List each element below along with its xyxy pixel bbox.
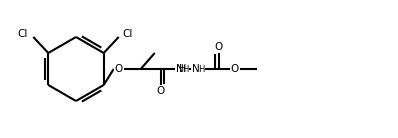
Text: Cl: Cl bbox=[17, 29, 27, 39]
Text: O: O bbox=[230, 64, 239, 74]
Text: H: H bbox=[179, 64, 186, 74]
Text: H: H bbox=[183, 66, 189, 75]
Text: N: N bbox=[176, 64, 183, 74]
Text: N: N bbox=[192, 64, 199, 74]
Text: O: O bbox=[115, 64, 123, 74]
Text: O: O bbox=[156, 86, 165, 96]
Text: O: O bbox=[215, 42, 223, 52]
Text: H: H bbox=[199, 66, 205, 75]
Text: Cl: Cl bbox=[123, 29, 133, 39]
